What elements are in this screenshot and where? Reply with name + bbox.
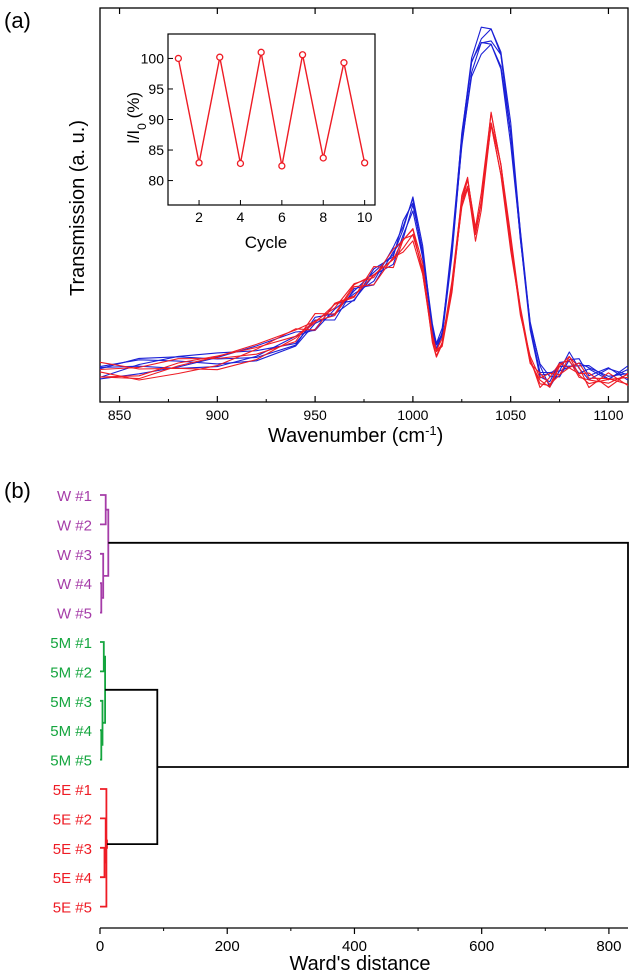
dendrogram-link [105,688,159,845]
inset-x-tick-label: 8 [319,209,327,225]
dendrogram-leaf-label: 5E #2 [53,811,92,828]
inset-data-point [216,53,224,61]
dendrogram-leaf-label: W #5 [57,606,92,623]
dendrogram-leaf-label: 5E #1 [53,782,92,799]
inset-y-axis-label: I/I0 (%) [124,92,149,144]
dendrogram-leaf-label: W #4 [57,576,92,593]
inset-y-tick-label: 95 [148,81,164,97]
inset-data-point [319,154,327,162]
dendrogram-x-tick-label: 800 [596,938,621,955]
dendrogram-chart: W #1 W #2 W #3 W #4 W #5 5M #1 5M #2 5M #3 5M #4… [50,488,629,955]
dendrogram-link [100,729,103,761]
dendrogram-x-tick-label: 600 [469,938,494,955]
spectrum-chart: 850 900 950 1000 1050 1100 [99,7,629,423]
inset-chart: 2 4 6 8 10 80 85 90 95 100 [141,33,376,225]
inset-data-point [257,48,265,56]
inset-data-point [298,51,307,59]
panel-label-a: (a) [4,8,31,33]
dendrogram-leaf-label: 5M #5 [50,753,92,770]
panel-label-b: (b) [4,478,31,503]
inset-data-point [278,162,286,170]
spectrum-x-tick-label: 1100 [593,407,623,423]
dendrogram-x-tick-label: 200 [215,938,240,955]
inset-x-tick-label: 2 [195,209,203,225]
spectrum-series-red-trace [99,112,629,388]
spectrum-x-tick-label: 1000 [397,407,428,423]
inset-data-point [195,159,203,167]
spectrum-x-tick-label: 1050 [495,407,526,423]
inset-data-point [340,59,348,67]
dendrogram-leaf-label: W #2 [57,517,92,534]
dendrogram-leaf-label: 5E #5 [53,900,92,917]
dendrogram-leaf-label: 5M #2 [50,664,92,681]
dendrogram-leaf-label: 5M #3 [50,694,92,711]
dendrogram-x-tick-label: 400 [342,938,367,955]
spectrum-y-axis-label: Transmission (a. u.) [67,120,89,296]
inset-data-point [174,54,183,63]
inset-data-point [360,159,369,167]
spectrum-x-tick-label: 950 [303,407,327,423]
dendrogram-link [108,541,629,768]
dendrogram-leaf-label: 5M #1 [50,635,92,652]
inset-x-tick-label: 4 [237,209,245,225]
dendrogram-leaf-label: W #1 [57,488,92,505]
dendrogram-leaf-label: 5M #4 [50,723,92,740]
inset-x-tick-label: 6 [278,209,286,225]
dendrogram-link [100,494,107,526]
spectrum-x-axis-label: Wavenumber (cm-1) [268,423,443,448]
inset-data-point [236,159,245,168]
spectrum-series-red-trace [99,111,629,389]
dendrogram-leaf-label: 5E #3 [53,841,92,858]
inset-x-tick-label: 10 [357,209,373,225]
dendrogram-link [100,582,103,614]
spectrum-x-tick-label: 850 [108,407,132,423]
dendrogram-leaf-label: W #3 [57,547,92,564]
dendrogram-leaf-label: 5E #4 [53,870,92,887]
inset-y-tick-label: 100 [141,50,165,66]
inset-y-tick-label: 85 [148,142,164,158]
inset-x-axis-label: Cycle [245,233,288,252]
dendrogram-x-axis-label: Ward's distance [290,953,431,975]
inset-series-line [177,52,366,167]
spectrum-x-tick-label: 900 [206,407,230,423]
dendrogram-link [100,846,106,879]
inset-y-tick-label: 80 [148,173,164,189]
dendrogram-link [100,641,105,673]
dendrogram-link [100,817,107,864]
inset-y-tick-label: 90 [148,112,164,128]
dendrogram-x-tick-label: 0 [96,938,104,955]
